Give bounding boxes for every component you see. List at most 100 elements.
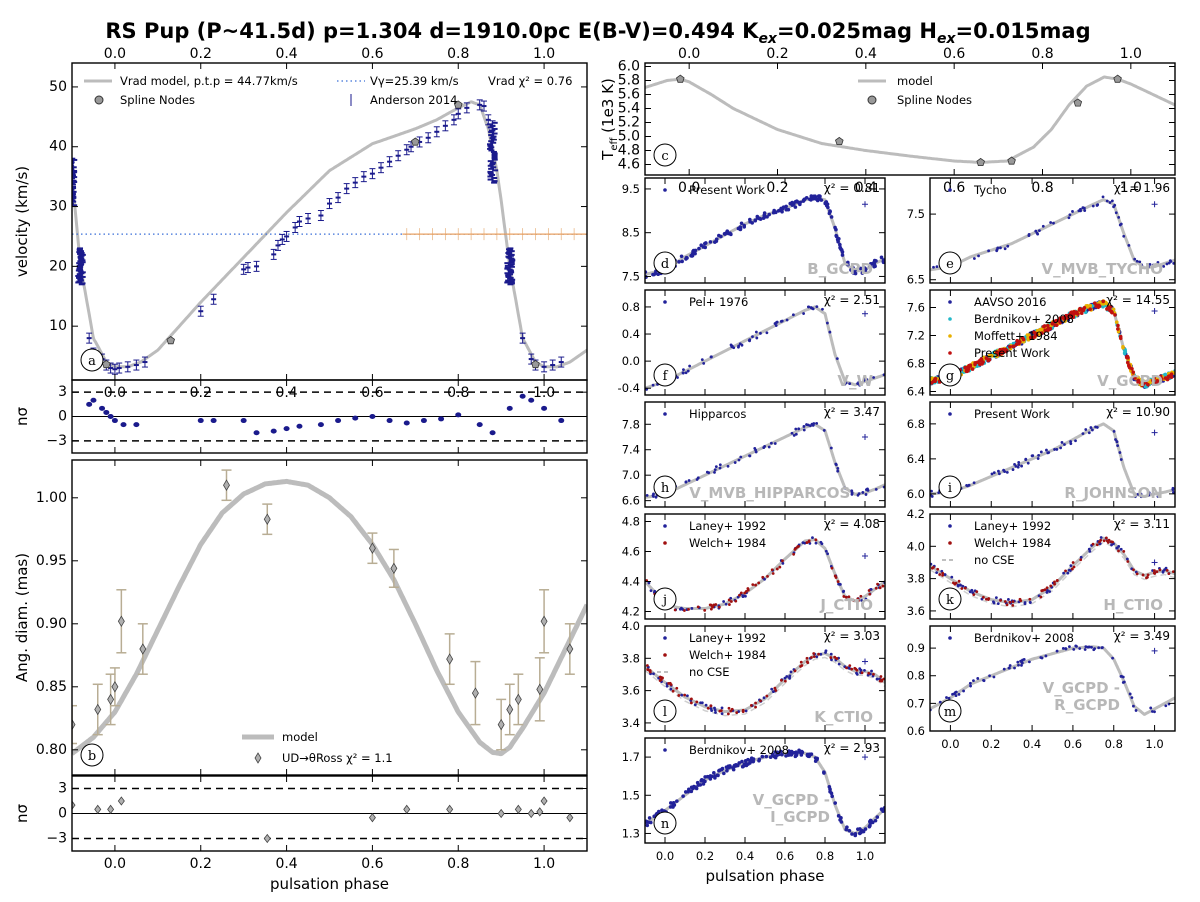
y-tick-label: 4.8 — [622, 515, 640, 529]
data-point — [1027, 233, 1031, 236]
y-tick-label: 7.8 — [622, 417, 640, 431]
data-point — [868, 264, 872, 268]
data-point — [761, 575, 765, 579]
data-point — [838, 242, 842, 247]
data-point — [719, 767, 724, 772]
y-tick-label: 1.00 — [36, 490, 67, 506]
data-point — [845, 666, 848, 670]
legend-label: Moffett+ 1984 — [974, 329, 1058, 343]
data-point — [824, 649, 828, 653]
data-point — [795, 751, 799, 756]
data-point — [777, 752, 781, 757]
data-point — [506, 703, 514, 716]
x-top-tick-label: 0.0 — [104, 46, 126, 62]
residual-point — [317, 422, 324, 428]
data-point — [835, 237, 840, 242]
data-point — [945, 696, 948, 699]
data-point — [1068, 213, 1072, 217]
x-tick-label: 0.8 — [1105, 737, 1123, 751]
data-point-dense — [490, 161, 497, 164]
data-point — [860, 671, 864, 675]
data-point — [793, 205, 798, 209]
y-tick-label: 5.0 — [618, 129, 640, 145]
legend-swatch — [948, 541, 952, 545]
data-point-dense — [487, 178, 494, 181]
data-point — [111, 681, 119, 693]
data-point — [792, 434, 796, 437]
panel-g: 6.4 6.8 7.2 7.6 V_GCPD AAVSO 2016 Berdnikov+ 2… — [907, 289, 1176, 399]
y-tick-label: -0.4 — [618, 381, 640, 395]
data-point-dense — [491, 154, 498, 157]
legend-label: Pel+ 1976 — [689, 295, 748, 309]
data-point — [723, 232, 727, 236]
data-point-dense — [492, 169, 499, 172]
data-point — [1062, 571, 1066, 575]
data-point — [709, 774, 714, 779]
data-point — [1047, 451, 1051, 454]
data-point — [1133, 495, 1137, 499]
residual-point — [369, 414, 376, 419]
data-point — [797, 427, 801, 431]
data-point — [1152, 376, 1156, 380]
data-point — [860, 271, 865, 275]
data-point — [805, 656, 809, 660]
y-tick-label: 5.4 — [618, 101, 640, 117]
data-point — [1098, 540, 1101, 544]
y-tick-label: 0.8 — [622, 300, 640, 314]
data-point — [802, 312, 805, 315]
residual-point — [107, 414, 114, 419]
data-point — [749, 758, 754, 763]
data-point — [856, 382, 859, 385]
data-point — [142, 361, 148, 364]
data-point — [390, 562, 398, 575]
axes-frame — [644, 625, 886, 732]
data-point — [748, 219, 752, 224]
data-point — [724, 602, 728, 606]
spline-node — [1073, 98, 1083, 107]
data-point — [834, 463, 838, 467]
chi2-label: χ² = 14.55 — [1106, 293, 1170, 307]
data-point — [1092, 301, 1097, 306]
data-point — [682, 368, 685, 372]
data-point — [1033, 333, 1038, 338]
y-tick-label: 1.5 — [622, 788, 640, 802]
data-point — [826, 552, 830, 556]
data-point — [686, 369, 690, 373]
data-point — [652, 492, 655, 496]
data-point — [739, 591, 743, 595]
data-point-dense — [507, 247, 514, 250]
data-point — [979, 358, 984, 362]
data-point — [870, 669, 873, 673]
x-tick-label: 0.0 — [678, 180, 700, 196]
legend-label: Vrad χ² = 0.76 — [488, 74, 572, 88]
data-point — [714, 711, 717, 714]
data-point-dense — [491, 132, 498, 135]
data-point — [762, 696, 766, 700]
data-point — [1121, 681, 1125, 684]
residual-point — [283, 426, 290, 432]
legend-swatch — [948, 188, 952, 192]
data-point — [825, 202, 830, 207]
panel-label: n — [661, 817, 670, 832]
data-point — [956, 583, 960, 587]
data-point — [829, 215, 834, 219]
data-point — [771, 572, 775, 575]
data-point — [1055, 448, 1059, 451]
axes-frame — [644, 177, 886, 284]
legend-label: Tycho — [973, 183, 1007, 197]
panel-label: d — [661, 257, 669, 272]
data-point — [1058, 316, 1063, 321]
data-point — [938, 700, 942, 704]
panel-e: 6.5 7.5 V_MVB_TYCHO Tycho χ² = 1.96 e — [907, 177, 1176, 287]
x-top-tick-label: 0.6 — [361, 46, 383, 62]
data-point — [740, 759, 744, 764]
data-point — [828, 330, 832, 334]
data-point — [713, 470, 716, 474]
panel-d: 7.5 8.5 9.5 B_GCPD Present Work χ² = 0.81 d — [622, 177, 886, 284]
data-point — [848, 664, 852, 668]
data-point — [1128, 692, 1132, 696]
data-point — [1085, 303, 1090, 308]
data-point — [722, 600, 726, 603]
data-point — [821, 307, 824, 311]
panel-l: 3.4 3.6 3.8 4.0 K_CTIO Laney+ 1992 Welch+ 1984… — [622, 619, 886, 732]
